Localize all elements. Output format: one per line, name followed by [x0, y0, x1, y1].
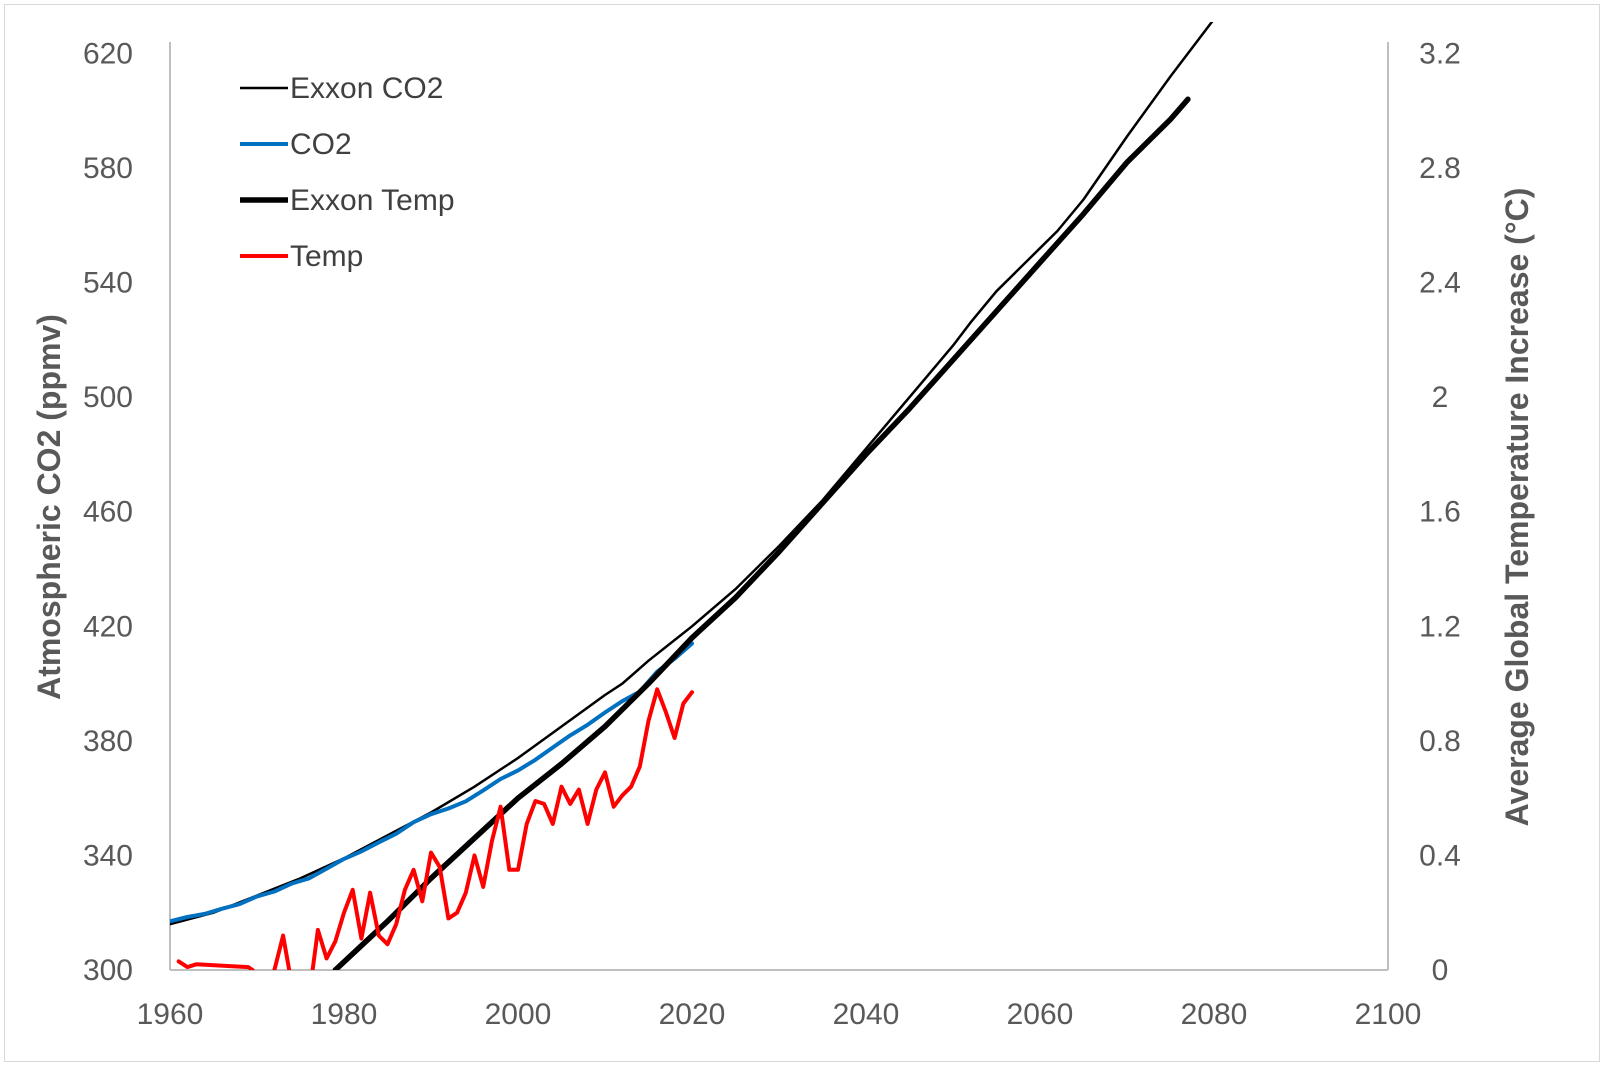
y2-tick-label: 2.4 — [1419, 267, 1461, 300]
axis-labels: 1960 1980 2000 2020 2040 2060 2080 2100 300 340 38… — [31, 37, 1535, 1031]
y2-tick-label: 1.6 — [1419, 496, 1461, 529]
y2-tick-label: 2.8 — [1419, 152, 1461, 185]
series-line-exxon-temp — [332, 96, 1191, 970]
y2-tick-label: 1.2 — [1419, 610, 1461, 643]
series-line-temp — [176, 959, 255, 970]
y-tick-label: 300 — [83, 954, 133, 987]
legend-label-co2: CO2 — [290, 128, 352, 161]
x-tick-label: 2080 — [1181, 998, 1248, 1031]
y2-tick-label: 0.8 — [1419, 725, 1461, 758]
series-line-co2 — [170, 641, 694, 924]
y-tick-label: 500 — [83, 381, 133, 414]
y2-tick-label: 0.4 — [1419, 839, 1461, 872]
legend: Exxon CO2 CO2 Exxon Temp Temp — [240, 72, 455, 273]
legend-label-temp: Temp — [290, 240, 363, 273]
y-tick-label: 380 — [83, 725, 133, 758]
y-tick-label: 460 — [83, 496, 133, 529]
y2-tick-label: 0 — [1432, 954, 1449, 987]
y-tick-label: 340 — [83, 839, 133, 872]
y-tick-label: 620 — [83, 37, 133, 70]
chart-frame — [4, 4, 1600, 1062]
x-tick-label: 1960 — [137, 998, 204, 1031]
plot-area — [170, 22, 1214, 970]
axes — [169, 42, 1389, 971]
x-tick-label: 2020 — [659, 998, 726, 1031]
y2-tick-label: 3.2 — [1419, 37, 1461, 70]
x-tick-label: 2000 — [485, 998, 552, 1031]
y2-tick-label: 2 — [1432, 381, 1449, 414]
y-axis-title: Atmospheric CO2 (ppmv) — [31, 314, 67, 700]
series-line-exxon-co2 — [170, 22, 1214, 926]
x-tick-label: 2100 — [1355, 998, 1422, 1031]
x-tick-label: 2040 — [833, 998, 900, 1031]
y-tick-label: 420 — [83, 610, 133, 643]
x-tick-label: 2060 — [1007, 998, 1074, 1031]
y-tick-label: 540 — [83, 267, 133, 300]
y-tick-label: 580 — [83, 152, 133, 185]
series-line-temp — [310, 687, 694, 970]
x-tick-label: 1980 — [311, 998, 378, 1031]
legend-label-exxon-co2: Exxon CO2 — [290, 72, 443, 105]
series-line-temp — [272, 933, 292, 970]
y2-axis-title: Average Global Temperature Increase (°C) — [1499, 188, 1535, 827]
legend-label-exxon-temp: Exxon Temp — [290, 184, 455, 217]
